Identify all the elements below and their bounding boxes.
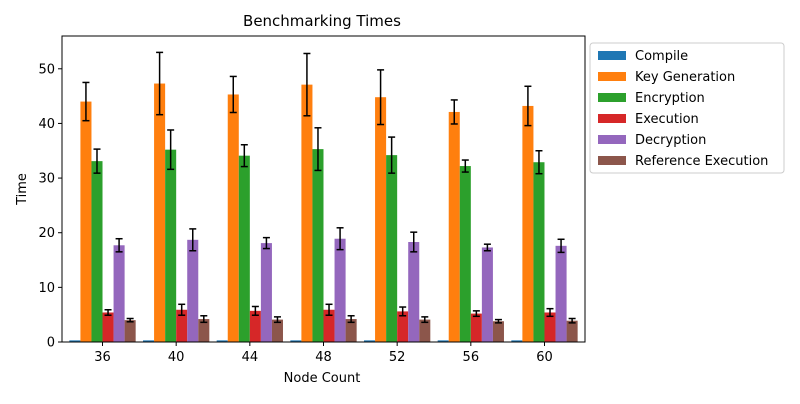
bar-compile-56 (437, 340, 449, 342)
bar-reference-execution-44 (271, 319, 283, 342)
legend-swatch-decryption (598, 135, 626, 144)
bar-compile-36 (69, 340, 81, 342)
bar-compile-44 (216, 340, 228, 342)
bar-key-generation-52 (375, 97, 387, 342)
bar-key-generation-40 (154, 83, 166, 343)
bar-execution-60 (544, 312, 556, 342)
bar-decryption-52 (408, 242, 420, 342)
bar-execution-40 (176, 309, 188, 342)
bar-compile-60 (511, 340, 523, 342)
bar-execution-52 (397, 311, 409, 342)
bar-execution-56 (470, 313, 482, 342)
legend-label-execution: Execution (635, 112, 699, 127)
bar-decryption-40 (187, 239, 199, 342)
bar-encryption-44 (238, 155, 250, 342)
bar-execution-44 (249, 310, 261, 342)
error-bars-layer (82, 51, 576, 324)
y-tick-label: 0 (47, 336, 55, 351)
x-tick-label: 52 (389, 350, 406, 365)
bar-compile-40 (143, 340, 155, 342)
bar-execution-48 (323, 309, 335, 342)
bar-encryption-48 (312, 149, 324, 342)
x-tick-label: 40 (168, 350, 185, 365)
bar-compile-52 (364, 340, 376, 342)
x-tick-label: 60 (536, 350, 553, 365)
legend-swatch-encryption (598, 93, 626, 102)
x-axis-label: Node Count (284, 371, 361, 386)
legend-box (589, 42, 785, 174)
y-tick-label: 40 (38, 117, 55, 132)
x-tick-label: 44 (242, 350, 259, 365)
bar-key-generation-44 (227, 94, 239, 342)
legend-swatch-key-generation (598, 72, 626, 81)
bar-decryption-36 (113, 245, 125, 342)
bar-encryption-52 (386, 155, 398, 342)
legend-swatch-compile (598, 51, 626, 60)
bar-decryption-48 (334, 238, 346, 342)
x-tick-label: 48 (315, 350, 332, 365)
legend-label-decryption: Decryption (635, 133, 706, 148)
bar-reference-execution-56 (492, 321, 504, 342)
y-tick-label: 10 (38, 281, 55, 296)
bar-reference-execution-52 (419, 319, 431, 342)
y-tick-label: 30 (38, 172, 55, 187)
legend-label-compile: Compile (635, 49, 688, 64)
bar-encryption-56 (459, 166, 471, 342)
bar-decryption-44 (260, 243, 272, 342)
legend-label-encryption: Encryption (635, 91, 705, 106)
x-tick-label: 56 (463, 350, 480, 365)
bar-key-generation-56 (448, 111, 460, 342)
chart-title: Benchmarking Times (243, 12, 401, 30)
legend: Compile Key Generation Encryption Execution… (589, 42, 785, 174)
bar-key-generation-60 (522, 105, 534, 342)
bar-reference-execution-60 (566, 320, 578, 342)
axes-layer: 0 10 20 30 40 50 36 40 44 48 52 56 60 (38, 35, 586, 365)
y-tick-label: 20 (38, 226, 55, 241)
bar-reference-execution-40 (198, 319, 210, 342)
legend-swatch-reference-execution (598, 156, 626, 165)
bar-reference-execution-36 (124, 320, 136, 342)
bar-execution-36 (102, 312, 114, 342)
bar-decryption-60 (555, 245, 567, 342)
bar-encryption-40 (165, 149, 177, 342)
legend-swatch-execution (598, 114, 626, 123)
bar-key-generation-36 (80, 101, 92, 342)
bar-encryption-36 (91, 161, 103, 342)
bar-reference-execution-48 (345, 319, 357, 342)
x-tick-label: 36 (94, 350, 111, 365)
legend-label-reference-execution: Reference Execution (635, 154, 768, 169)
y-tick-label: 50 (38, 62, 55, 77)
bar-decryption-56 (481, 247, 493, 342)
bar-key-generation-48 (301, 84, 313, 342)
legend-label-key-generation: Key Generation (635, 70, 735, 85)
y-axis-label: Time (15, 173, 30, 206)
bar-encryption-60 (533, 162, 545, 342)
bars-layer (69, 83, 578, 343)
bar-compile-48 (290, 340, 302, 342)
